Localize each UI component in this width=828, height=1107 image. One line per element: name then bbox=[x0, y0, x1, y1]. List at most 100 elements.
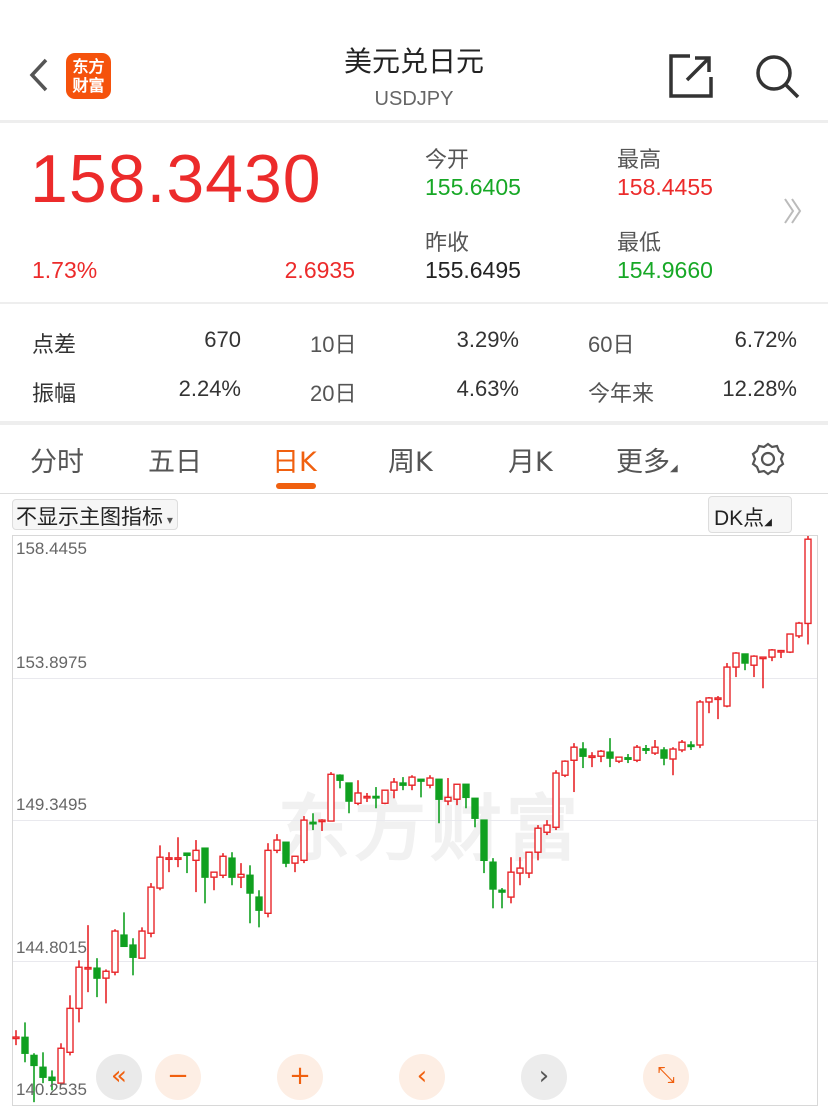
candle bbox=[498, 888, 506, 909]
candle bbox=[516, 857, 524, 886]
candle-body bbox=[777, 649, 785, 653]
candle-body bbox=[615, 756, 623, 762]
candle-body bbox=[21, 1036, 29, 1054]
candle-body bbox=[705, 697, 713, 703]
tab-intraday[interactable]: 分时 bbox=[30, 447, 84, 478]
candle-body bbox=[642, 748, 650, 751]
candle-body bbox=[516, 867, 524, 874]
candle bbox=[120, 912, 128, 948]
tab-daily-k[interactable]: 日K bbox=[272, 447, 317, 478]
stat-label: 点差 bbox=[32, 332, 77, 357]
candle-body bbox=[399, 782, 407, 786]
candle bbox=[246, 865, 254, 924]
indicator-select[interactable]: 不显示主图指标 ▾ bbox=[12, 499, 178, 530]
candle-body bbox=[768, 649, 776, 658]
candle bbox=[318, 819, 326, 832]
candle bbox=[777, 649, 785, 659]
stat-value: 670 bbox=[204, 327, 241, 352]
kline-chart[interactable] bbox=[12, 535, 818, 1106]
fullscreen-icon: ⤡ bbox=[657, 1063, 675, 1088]
candle-body bbox=[264, 849, 272, 914]
search-button[interactable] bbox=[754, 53, 800, 103]
candle-body bbox=[390, 781, 398, 791]
dk-point-button[interactable]: DK点◢ bbox=[708, 496, 792, 533]
candle-body bbox=[111, 930, 119, 973]
stat-label: 10日 bbox=[310, 332, 357, 357]
candle-body bbox=[102, 970, 110, 979]
candle-body bbox=[318, 819, 326, 823]
candle bbox=[138, 927, 146, 959]
stat-value: 12.28% bbox=[722, 376, 797, 401]
prev-close-value: 155.6495 bbox=[425, 257, 521, 283]
y-tick-label: 158.4455 bbox=[16, 539, 87, 558]
low-value: 154.9660 bbox=[617, 257, 713, 283]
candle bbox=[111, 929, 119, 976]
previous-button[interactable]: ‹ bbox=[399, 1054, 445, 1100]
candle bbox=[804, 536, 812, 645]
fullscreen-button[interactable]: ⤡ bbox=[643, 1054, 689, 1100]
candle bbox=[48, 1070, 56, 1091]
candle bbox=[552, 770, 560, 831]
low-label: 最低 bbox=[617, 231, 662, 256]
tab-monthly-k[interactable]: 月K bbox=[508, 447, 553, 478]
candle-body bbox=[192, 849, 200, 862]
candle bbox=[732, 652, 740, 678]
candle-body bbox=[93, 967, 101, 979]
share-button[interactable] bbox=[668, 53, 714, 103]
tab-more[interactable]: 更多◢ bbox=[616, 440, 678, 479]
candle bbox=[66, 995, 74, 1056]
chevron-down-icon: ▾ bbox=[163, 513, 173, 527]
zoom-in-icon: + bbox=[289, 1061, 311, 1091]
candle-body bbox=[759, 656, 767, 660]
gear-icon bbox=[751, 442, 785, 476]
rewind-button[interactable]: « bbox=[96, 1054, 142, 1100]
candle bbox=[705, 696, 713, 714]
candle-body bbox=[786, 633, 794, 653]
expand-quote-button[interactable] bbox=[782, 196, 804, 230]
candle-body bbox=[696, 701, 704, 746]
next-button[interactable]: › bbox=[521, 1054, 567, 1100]
candle bbox=[651, 740, 659, 755]
y-tick-label: 153.8975 bbox=[16, 653, 87, 672]
candle bbox=[165, 852, 173, 873]
gridline bbox=[13, 961, 817, 962]
candle bbox=[327, 772, 335, 822]
candle bbox=[687, 741, 695, 750]
candle-body bbox=[291, 855, 299, 864]
candle bbox=[156, 845, 164, 891]
zoom-in-button[interactable]: + bbox=[277, 1054, 323, 1100]
candle bbox=[606, 738, 614, 768]
tab-weekly-k[interactable]: 周K bbox=[388, 447, 433, 478]
settings-button[interactable] bbox=[751, 442, 785, 480]
chevron-right-icon: › bbox=[538, 1061, 550, 1091]
candle-body bbox=[66, 1007, 74, 1054]
candle bbox=[435, 778, 443, 824]
candle bbox=[57, 1043, 65, 1086]
zoom-out-button[interactable]: − bbox=[155, 1054, 201, 1100]
tab-five-day[interactable]: 五日 bbox=[148, 447, 202, 478]
candle-body bbox=[678, 741, 686, 751]
candle-body bbox=[300, 819, 308, 862]
candle bbox=[408, 775, 416, 791]
candle bbox=[561, 760, 569, 778]
rewind-icon: « bbox=[111, 1061, 127, 1091]
candle bbox=[282, 841, 290, 868]
gridline bbox=[13, 820, 817, 821]
stat-value: 3.29% bbox=[456, 327, 519, 352]
candle-body bbox=[174, 857, 182, 861]
candle bbox=[750, 655, 758, 678]
candle-body bbox=[489, 861, 497, 890]
candle-body bbox=[669, 748, 677, 760]
candle-body bbox=[138, 930, 146, 959]
candle-body bbox=[48, 1076, 56, 1082]
candle bbox=[480, 819, 488, 874]
last-price: 158.3430 bbox=[30, 141, 322, 217]
y-tick-label: 144.8015 bbox=[16, 938, 87, 957]
candle-body bbox=[228, 857, 236, 878]
candle-body bbox=[480, 819, 488, 862]
back-button[interactable] bbox=[26, 56, 54, 94]
divider bbox=[0, 421, 828, 425]
candle-body bbox=[129, 944, 137, 958]
candle-body bbox=[687, 744, 695, 748]
candle bbox=[183, 852, 191, 874]
